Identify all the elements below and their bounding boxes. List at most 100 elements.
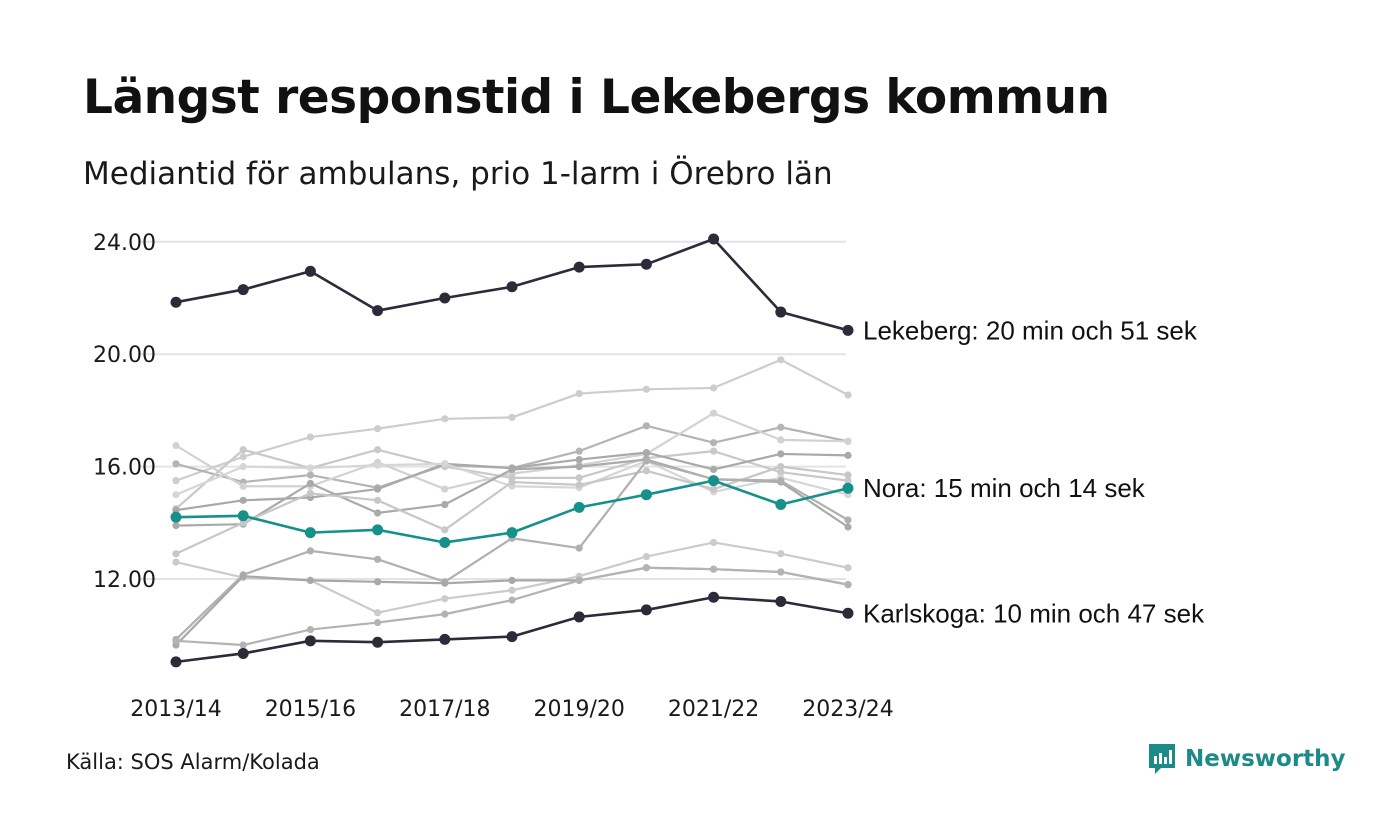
data-point (170, 296, 182, 308)
newsworthy-logo-icon (1149, 744, 1175, 774)
data-point (640, 604, 652, 616)
data-point (374, 578, 382, 586)
background-series-line (172, 356, 852, 485)
data-point (306, 464, 314, 472)
data-point (172, 558, 180, 566)
x-axis-ticks: 2013/14 2015/16 2017/18 2019/20 2021/22 2023/… (130, 697, 893, 722)
chart-subtitle: Mediantid för ambulans, prio 1-larm i Ör… (83, 156, 833, 192)
series-karlskoga (170, 591, 854, 668)
data-point (239, 519, 247, 527)
data-point (441, 526, 449, 534)
data-point (573, 261, 585, 273)
data-point (239, 482, 247, 490)
data-point (374, 555, 382, 563)
x-tick-label: 2017/18 (399, 697, 490, 722)
data-point (441, 415, 449, 423)
data-point (508, 576, 516, 585)
background-series-line (172, 463, 852, 558)
data-point (708, 233, 720, 245)
data-point (710, 565, 718, 573)
x-tick-label: 2019/20 (533, 697, 624, 722)
data-point (439, 292, 451, 304)
data-point (372, 524, 384, 536)
data-point (306, 479, 314, 488)
y-tick-label: 24.00 (93, 231, 156, 256)
data-point (710, 538, 718, 547)
data-point (506, 631, 518, 643)
data-point (777, 468, 785, 476)
brand-logo: Newsworthy (1147, 742, 1346, 776)
data-point (506, 281, 518, 293)
series-label: Lekeberg: 20 min och 51 sek (863, 315, 1198, 345)
data-point (374, 609, 382, 617)
data-point (575, 463, 583, 471)
data-point (172, 522, 180, 530)
line-chart: 12.00 16.00 20.00 24.00 2013/14 2015/16 2017/… (93, 231, 1205, 722)
data-point (640, 258, 652, 270)
data-point (777, 463, 785, 471)
data-point (777, 436, 785, 444)
data-point (777, 423, 785, 431)
data-point (642, 552, 651, 561)
data-point (304, 635, 316, 647)
data-point (844, 477, 852, 485)
data-point (239, 463, 247, 471)
data-point (777, 477, 785, 485)
data-point (708, 591, 720, 603)
data-point (777, 550, 785, 558)
data-point (575, 447, 583, 455)
data-point (844, 471, 852, 479)
data-point (844, 564, 852, 572)
data-point (172, 550, 180, 558)
data-point (710, 439, 718, 447)
data-point (304, 527, 316, 539)
data-point (372, 636, 384, 648)
data-point (777, 356, 785, 364)
data-point (439, 536, 451, 548)
data-point (170, 656, 182, 668)
data-point (239, 572, 247, 580)
data-point (642, 564, 651, 572)
data-point (304, 265, 316, 277)
data-point (508, 465, 516, 474)
data-point (575, 544, 583, 552)
data-point (640, 489, 652, 501)
data-point (642, 448, 651, 457)
data-point (239, 496, 247, 504)
background-series-line (172, 564, 852, 649)
data-point (710, 409, 718, 417)
data-point (844, 437, 852, 445)
data-point (844, 581, 852, 589)
data-point (575, 576, 583, 585)
data-point (575, 389, 583, 398)
x-tick-label: 2015/16 (265, 697, 356, 722)
data-point (172, 491, 180, 499)
data-point (374, 485, 382, 493)
series-labels: Lekeberg: 20 min och 51 sek Nora: 15 min … (863, 315, 1205, 628)
data-point (441, 610, 449, 618)
data-point (441, 500, 449, 509)
data-point (844, 516, 852, 524)
data-point (842, 324, 854, 336)
data-point (306, 489, 314, 497)
x-tick-label: 2023/24 (802, 697, 893, 722)
data-point (374, 425, 382, 433)
data-point (506, 527, 518, 539)
series-label: Karlskoga: 10 min och 47 sek (863, 598, 1205, 628)
data-point (775, 595, 787, 607)
data-point (642, 385, 651, 393)
data-point (575, 474, 583, 482)
data-point (710, 384, 718, 392)
data-point (775, 306, 787, 318)
data-point (642, 422, 651, 430)
data-point (441, 595, 449, 603)
data-point (306, 433, 314, 441)
data-point (777, 568, 785, 576)
data-point (306, 547, 314, 555)
background-series-line (172, 457, 852, 644)
data-point (170, 511, 182, 523)
data-point (237, 284, 249, 296)
data-point (374, 461, 382, 469)
data-point (172, 637, 180, 645)
data-point (306, 625, 314, 634)
